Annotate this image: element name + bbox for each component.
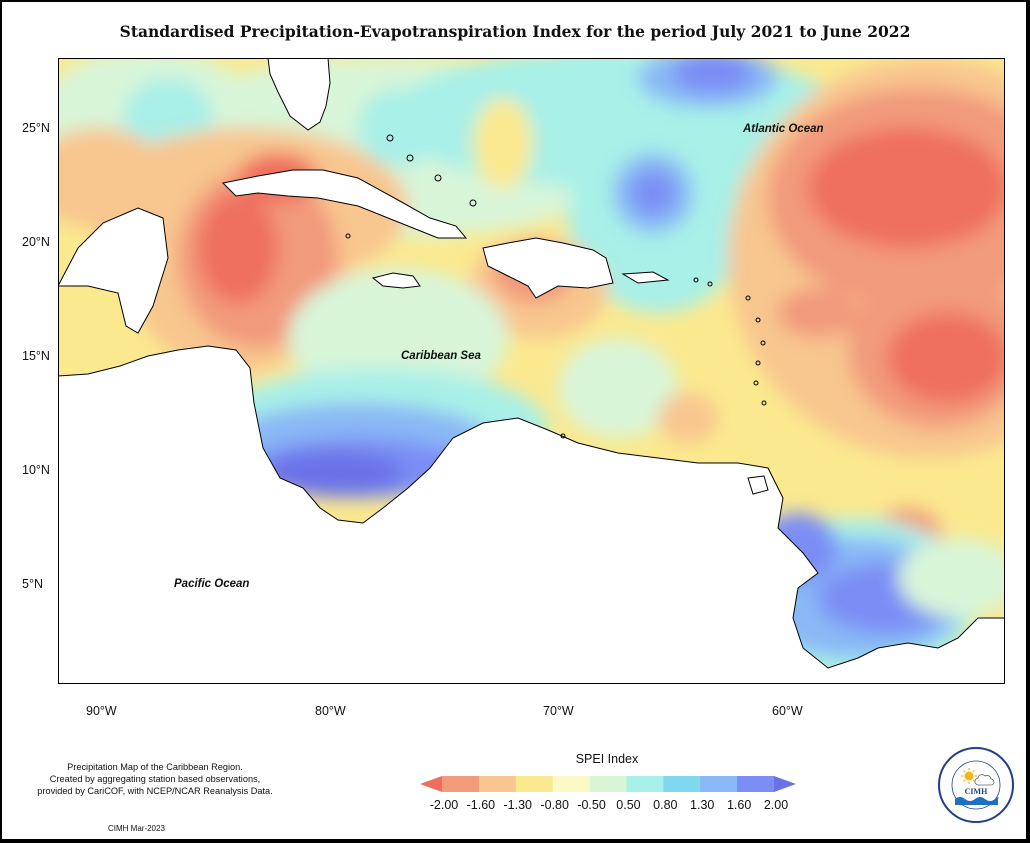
legend-tick-label: 1.30 (690, 798, 715, 812)
footnote-line: Precipitation Map of the Caribbean Regio… (67, 762, 243, 772)
lon-tick-90w: 90°W (86, 704, 117, 718)
legend-swatch (737, 776, 775, 792)
legend-tick-label: 2.00 (763, 798, 789, 812)
footnote-line: Created by aggregating station based obs… (49, 774, 261, 784)
legend-swatch (442, 776, 480, 792)
footnote-line: provided by CariCOF, with NCEP/NCAR Rean… (37, 786, 273, 796)
spei-map (58, 58, 1005, 684)
cimh-logo: CIMH (938, 747, 1014, 823)
island-dots (345, 134, 767, 439)
lon-tick-60w: 60°W (772, 704, 803, 718)
label-atlantic-ocean: Atlantic Ocean (743, 123, 824, 135)
lat-tick-15n: 15°N (22, 349, 50, 363)
hispaniola (482, 237, 614, 299)
waves-icon (955, 797, 999, 805)
legend-arrow-low (420, 776, 442, 792)
legend-tick-label: -1.60 (466, 798, 496, 812)
legend-swatch (700, 776, 738, 792)
legend-swatch (626, 776, 664, 792)
legend-tick-label: -1.30 (503, 798, 533, 812)
label-caribbean-sea: Caribbean Sea (401, 350, 481, 362)
jamaica (371, 272, 421, 289)
lat-tick-20n: 20°N (22, 235, 50, 249)
map-frame (58, 58, 1005, 684)
footnote: Precipitation Map of the Caribbean Regio… (10, 761, 300, 797)
legend-tick-label: -0.80 (540, 798, 569, 812)
cloud-icon (974, 774, 995, 786)
legend-tick-label: 0.80 (653, 798, 678, 812)
lat-tick-5n: 5°N (22, 577, 43, 591)
central-america (58, 345, 1005, 684)
land-masses (58, 58, 1005, 684)
legend-swatch (478, 776, 517, 792)
trinidad (747, 475, 769, 495)
yucatan (58, 207, 169, 334)
spei-field (58, 58, 1005, 678)
puerto-rico (621, 271, 670, 284)
map-title: Standardised Precipitation-Evapotranspir… (119, 22, 911, 41)
legend-swatch (552, 776, 591, 792)
legend-tick-label: -0.50 (577, 798, 606, 812)
legend-tick-label: 0.50 (616, 798, 641, 812)
lon-tick-70w: 70°W (543, 704, 574, 718)
label-pacific-ocean: Pacific Ocean (174, 578, 250, 590)
florida (267, 58, 331, 131)
lat-tick-25n: 25°N (22, 121, 50, 135)
legend-colorbar (420, 776, 796, 792)
legend-swatch (589, 776, 627, 792)
lat-tick-10n: 10°N (22, 463, 50, 477)
legend-arrow-high (774, 776, 796, 792)
legend-title: SPEI Index (575, 752, 639, 766)
sun-icon (961, 768, 977, 784)
credit-text: CIMH Mar-2023 (108, 824, 165, 833)
legend-labels: -2.00 -1.60 -1.30 -0.80 -0.50 0.50 0.80 1.30 1.6… (420, 798, 800, 814)
legend-swatch (663, 776, 701, 792)
logo-text: CIMH (965, 787, 988, 796)
legend-tick-label: 1.60 (726, 798, 752, 812)
legend-swatch (515, 776, 554, 792)
lon-tick-80w: 80°W (315, 704, 346, 718)
cuba (221, 169, 468, 239)
legend-tick-label: -2.00 (429, 798, 459, 812)
